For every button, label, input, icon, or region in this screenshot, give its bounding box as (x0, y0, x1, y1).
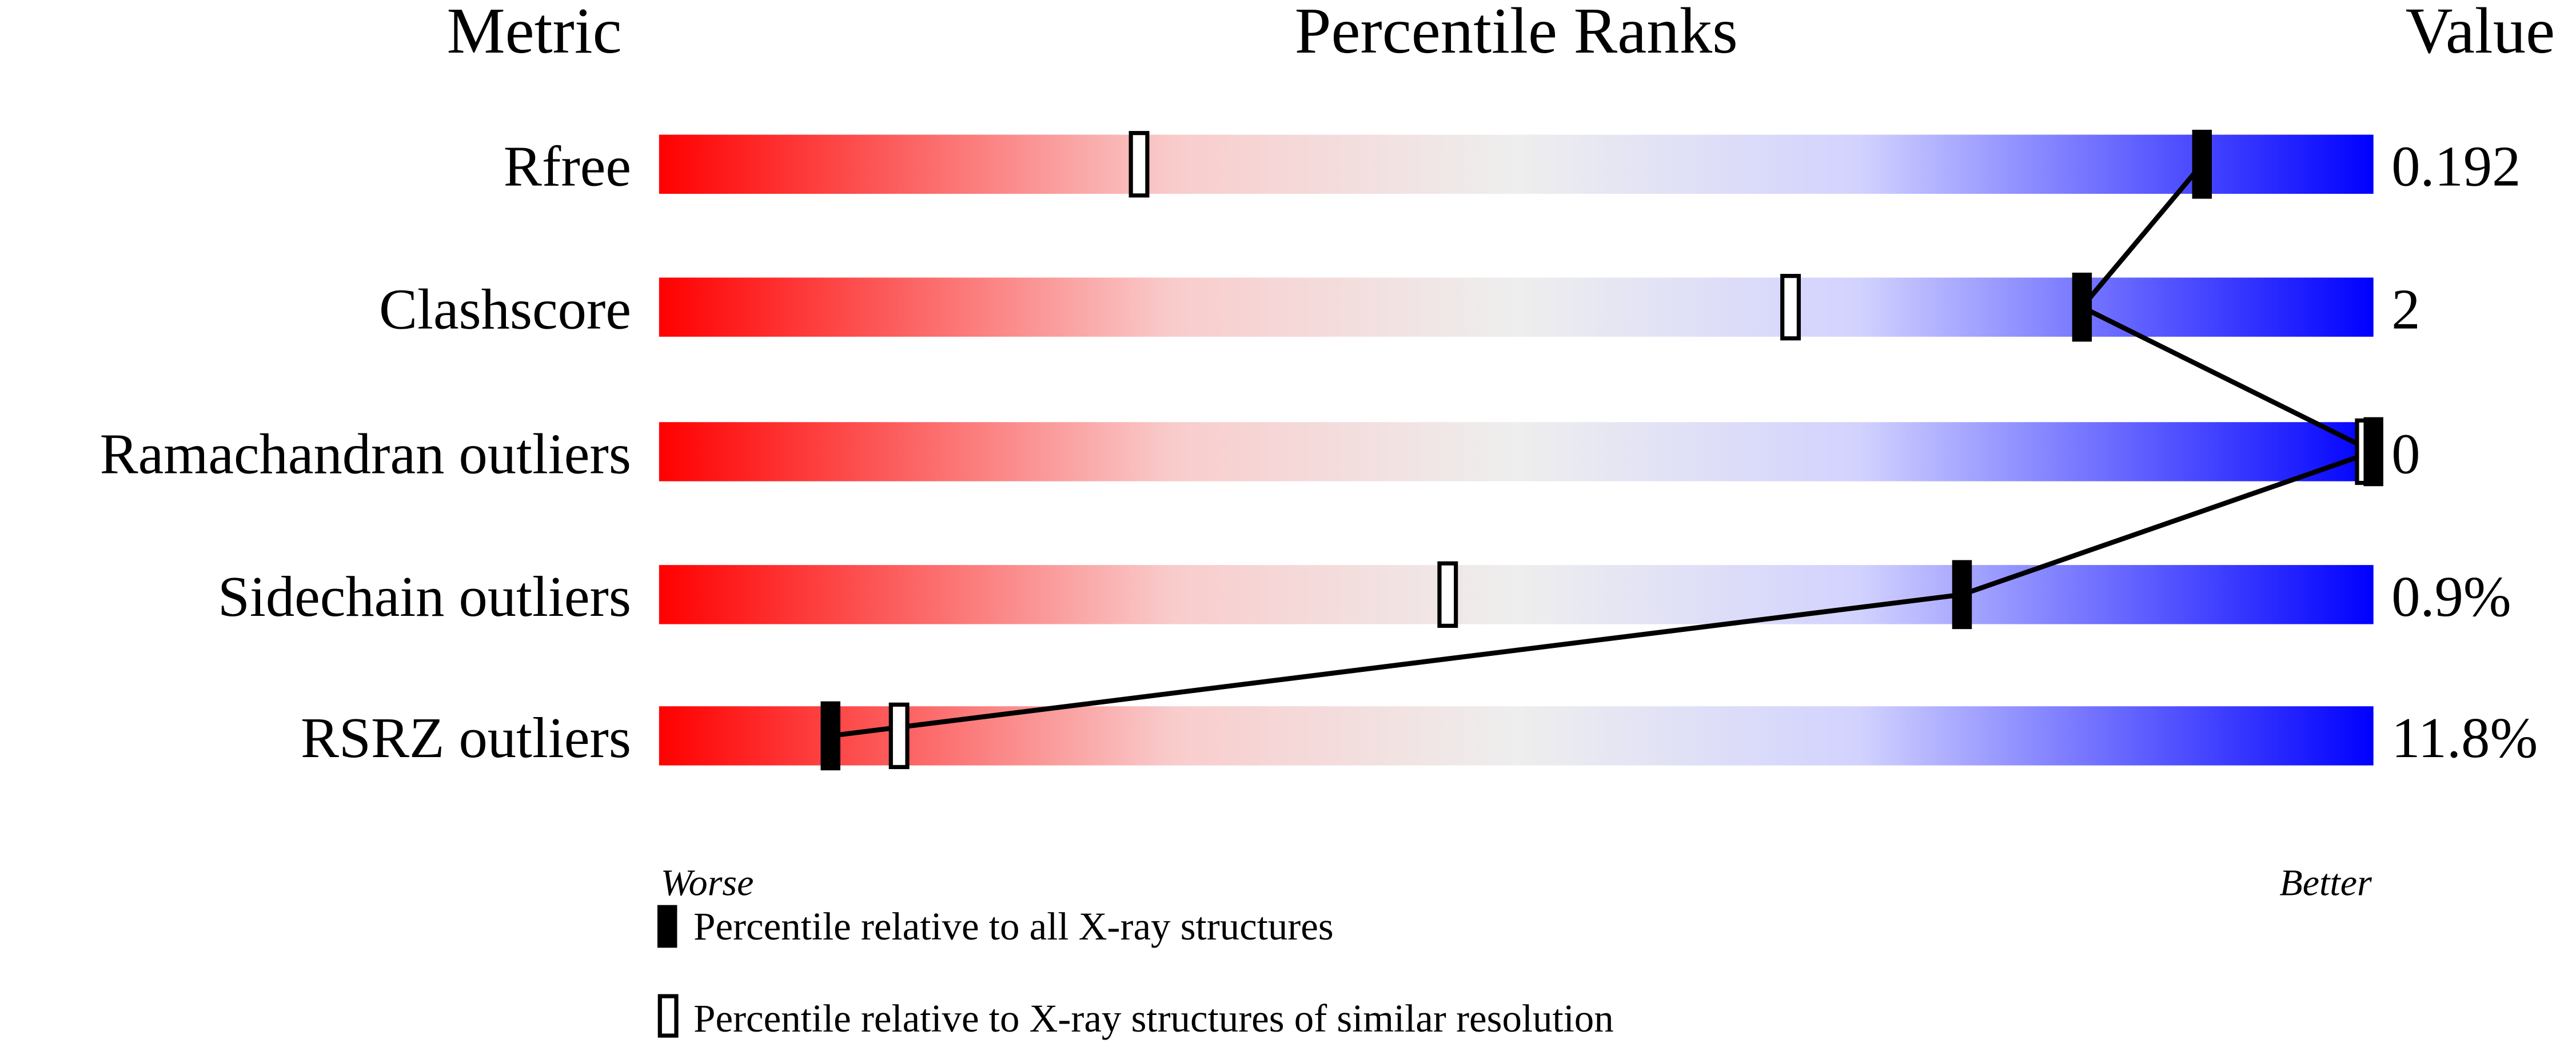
metric-value: 0.192 (2391, 134, 2521, 198)
percentile-bar (659, 706, 2374, 766)
percentile-bar (659, 565, 2374, 624)
similar-resolution-marker (1129, 131, 1150, 198)
similar-resolution-marker (1437, 561, 1458, 628)
similar-resolution-marker (1780, 273, 1801, 341)
legend-filled-marker (657, 905, 677, 948)
header-percentile-ranks: Percentile Ranks (1295, 0, 1738, 67)
axis-worse-label: Worse (661, 862, 754, 903)
metric-label: RSRZ outliers (301, 706, 631, 770)
legend-open-marker (657, 994, 679, 1038)
percentile-bar (659, 134, 2374, 194)
all-structures-marker (2363, 417, 2383, 487)
metric-value: 0.9% (2391, 564, 2511, 628)
percentile-bar (659, 422, 2374, 481)
similar-resolution-marker (888, 702, 910, 770)
all-structures-marker (2072, 272, 2092, 342)
axis-better-label: Better (2279, 862, 2372, 903)
header-metric: Metric (446, 0, 621, 67)
all-structures-marker (1952, 560, 1972, 630)
percentile-bar (659, 277, 2374, 337)
all-structures-marker (2192, 129, 2212, 199)
metric-label: Sidechain outliers (218, 564, 631, 628)
metric-value: 11.8% (2391, 706, 2538, 770)
metric-value: 0 (2391, 421, 2420, 485)
metric-label: Ramachandran outliers (100, 421, 631, 485)
legend-filled-label: Percentile relative to all X-ray structu… (693, 905, 1334, 948)
header-value: Value (2406, 0, 2555, 67)
metric-label: Rfree (504, 134, 631, 198)
legend-open-label: Percentile relative to X-ray structures … (693, 997, 1614, 1040)
metric-label: Clashscore (379, 277, 631, 341)
metric-value: 2 (2391, 277, 2420, 341)
all-structures-marker (820, 701, 840, 771)
